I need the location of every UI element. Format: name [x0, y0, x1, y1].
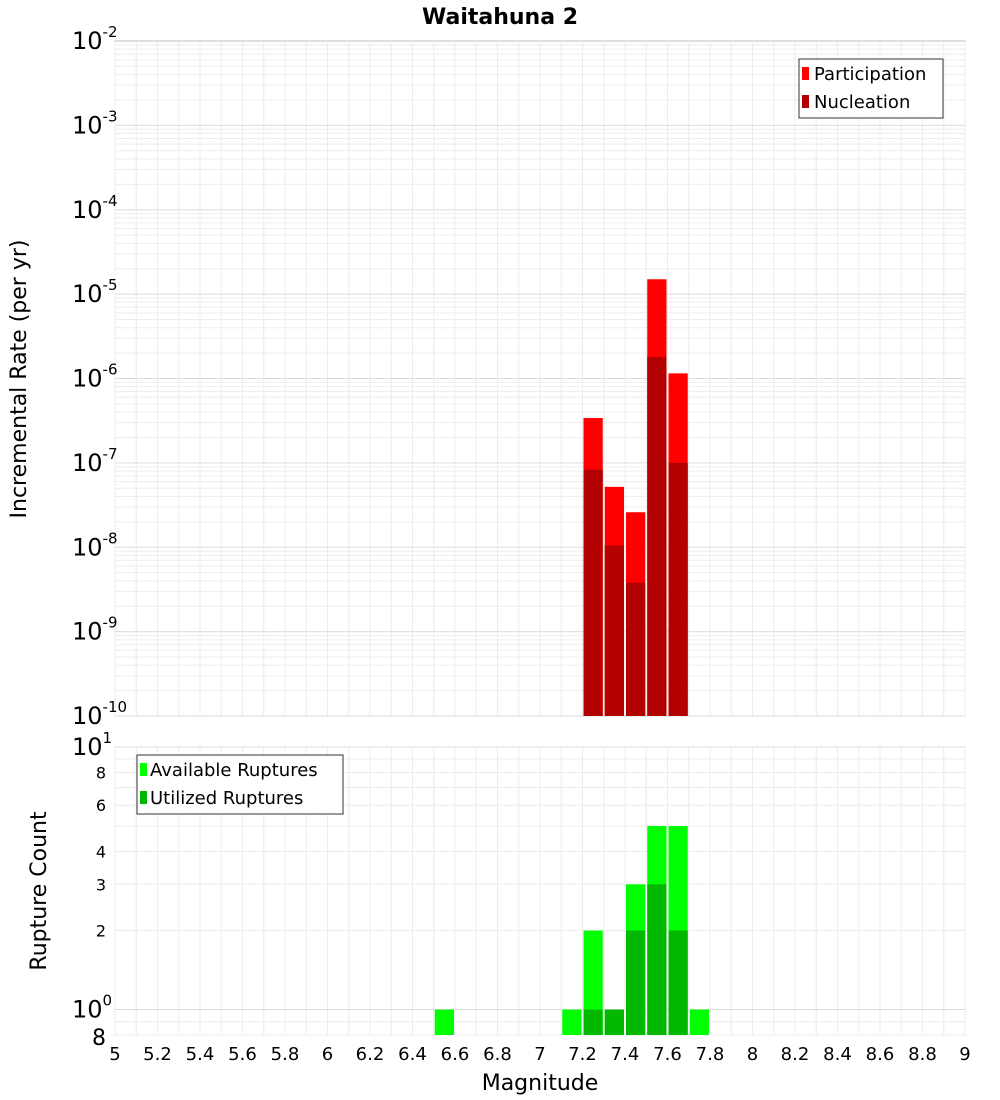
x-axis-label: Magnitude — [482, 1071, 599, 1096]
x-tick-label: 8.8 — [908, 1044, 937, 1065]
legend-label-utilized-ruptures: Utilized Ruptures — [150, 788, 303, 809]
x-tick-label: 8.2 — [781, 1044, 810, 1065]
y-tick-label: 10-10 — [72, 698, 127, 730]
y-tick-label-minor: 3 — [96, 875, 106, 894]
bar-available-ruptures — [434, 1009, 454, 1035]
x-tick-label: 7.8 — [696, 1044, 725, 1065]
y-tick-label-minor: 4 — [96, 842, 106, 861]
x-tick-label: 5.8 — [271, 1044, 300, 1065]
legend-label-nucleation: Nucleation — [814, 92, 910, 113]
y-tick-label: 10-9 — [72, 614, 118, 646]
top-y-axis-label: Incremental Rate (per yr) — [7, 240, 32, 519]
x-tick-label: 5.2 — [143, 1044, 172, 1065]
y-tick-label: 10-4 — [72, 192, 118, 224]
top-grid — [114, 41, 966, 717]
bar-nucleation — [647, 356, 667, 716]
legend-swatch-available-ruptures — [140, 763, 147, 776]
y-tick-label-bottom: 8 — [92, 1026, 106, 1051]
bar-nucleation — [668, 462, 688, 716]
bar-available-ruptures — [583, 930, 603, 1035]
chart-title: Waitahuna 2 — [422, 5, 578, 30]
top-legend: Participation Nucleation — [798, 58, 944, 119]
y-tick-label-minor: 6 — [96, 796, 106, 815]
x-tick-label: 8 — [747, 1044, 758, 1065]
x-tick-label: 7 — [534, 1044, 545, 1065]
x-tick-label: 6.4 — [398, 1044, 427, 1065]
x-tick-label: 7.2 — [568, 1044, 597, 1065]
x-tick-label: 8.6 — [866, 1044, 895, 1065]
bottom-grid — [114, 746, 966, 1036]
y-tick-label-minor: 2 — [96, 922, 106, 941]
y-tick-label: 100 — [72, 992, 112, 1024]
bar-nucleation — [583, 469, 603, 716]
legend-label-participation: Participation — [814, 64, 926, 85]
y-tick-label: 10-3 — [72, 107, 118, 139]
x-tick-label: 7.4 — [611, 1044, 640, 1065]
x-tick-label: 9 — [959, 1044, 970, 1065]
y-tick-label: 10-5 — [72, 276, 118, 308]
bar-utilized-ruptures — [647, 884, 667, 1035]
x-tick-label: 7.6 — [653, 1044, 682, 1065]
bottom-legend-box — [136, 754, 344, 815]
top-y-tick-labels: 10-2 10-3 10-4 10-5 10-6 10-7 10-8 10-9 10-10 — [72, 23, 127, 730]
legend-swatch-participation — [802, 67, 809, 80]
legend-label-available-ruptures: Available Ruptures — [150, 760, 318, 781]
bar-utilized-ruptures — [604, 1009, 624, 1035]
bar-utilized-ruptures — [626, 930, 646, 1035]
x-tick-label: 6.8 — [483, 1044, 512, 1065]
bottom-y-axis-label: Rupture Count — [27, 811, 52, 971]
top-legend-box — [798, 58, 944, 119]
top-bars — [583, 279, 688, 716]
legend-swatch-nucleation — [802, 95, 809, 108]
bar-nucleation — [626, 582, 646, 716]
bar-nucleation — [604, 545, 624, 716]
y-tick-label: 101 — [72, 729, 112, 761]
bottom-bars — [434, 826, 709, 1035]
x-tick-labels: 5 5.2 5.4 5.6 5.8 6 6.2 6.4 6.6 6.8 7 7.2 7.4 7.6 7.8 8… — [109, 1044, 970, 1065]
y-tick-label: 10-7 — [72, 445, 118, 477]
y-tick-label-minor: 8 — [96, 763, 106, 782]
x-tick-label: 5.6 — [228, 1044, 257, 1065]
x-tick-label: 5 — [109, 1044, 120, 1065]
y-tick-label: 10-6 — [72, 361, 118, 393]
y-tick-label: 10-2 — [72, 23, 118, 55]
legend-swatch-utilized-ruptures — [140, 791, 147, 804]
x-tick-label: 6 — [322, 1044, 333, 1065]
bar-utilized-ruptures — [668, 930, 688, 1035]
bar-available-ruptures — [689, 1009, 709, 1035]
x-tick-label: 5.4 — [186, 1044, 215, 1065]
bottom-legend: Available Ruptures Utilized Ruptures — [136, 754, 344, 815]
x-tick-label: 6.2 — [356, 1044, 385, 1065]
x-tick-label: 6.6 — [441, 1044, 470, 1065]
bar-available-ruptures — [562, 1009, 582, 1035]
x-tick-label: 8.4 — [823, 1044, 852, 1065]
bar-utilized-ruptures — [583, 1009, 603, 1035]
y-tick-label: 10-8 — [72, 529, 118, 561]
